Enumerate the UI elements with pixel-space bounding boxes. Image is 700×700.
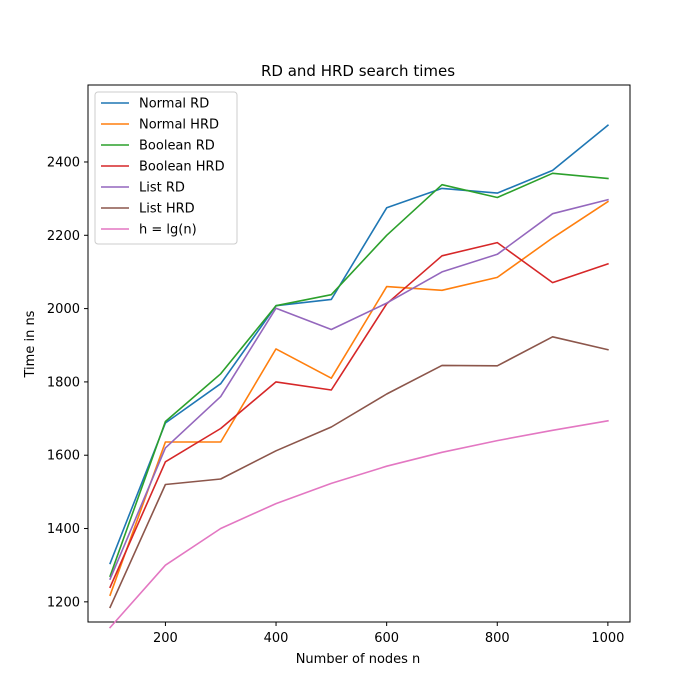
legend-label: List HRD	[139, 202, 195, 217]
x-axis-label: Number of nodes n	[296, 652, 421, 667]
series-line-7	[108, 419, 609, 629]
y-axis-label: Time in ns	[23, 310, 38, 378]
legend-label: Normal RD	[139, 97, 209, 112]
y-tick-label: 2200	[47, 229, 80, 244]
legend-label: Boolean RD	[139, 139, 215, 154]
y-tick-label: 2400	[47, 155, 80, 170]
chart-title: RD and HRD search times	[261, 62, 455, 80]
series-line-4	[109, 241, 609, 589]
x-tick-label: 400	[264, 631, 289, 646]
y-tick-label: 1800	[47, 375, 80, 390]
x-tick-label: 1000	[591, 631, 624, 646]
plot-frame	[87, 84, 631, 623]
series-line-6	[109, 335, 609, 609]
legend-label: Boolean HRD	[139, 160, 225, 175]
plot-area	[87, 84, 631, 629]
series-line-2	[109, 200, 610, 597]
legend: Normal RD Normal HRD Boolean RD Boolean HRD…	[94, 91, 238, 245]
legend-label: h = lg(n)	[139, 223, 197, 238]
legend-box	[94, 91, 238, 245]
y-tick-label: 1200	[47, 595, 80, 610]
legend-label: Normal HRD	[139, 118, 219, 133]
x-tick-label: 600	[374, 631, 399, 646]
x-tick-label: 800	[485, 631, 510, 646]
x-tick-label: 200	[153, 631, 178, 646]
x-axis: 200 400 600 800 1000	[153, 622, 624, 646]
series-line-1	[109, 124, 610, 565]
legend-label: List RD	[139, 181, 185, 196]
series-line-5	[109, 198, 609, 581]
y-tick-label: 1600	[47, 449, 80, 464]
y-tick-label: 1400	[47, 522, 80, 537]
series-line-3	[109, 172, 609, 578]
y-tick-label: 2000	[47, 302, 80, 317]
y-axis: 1200 1400 1600 1800 2000 2200 2400	[47, 155, 88, 610]
